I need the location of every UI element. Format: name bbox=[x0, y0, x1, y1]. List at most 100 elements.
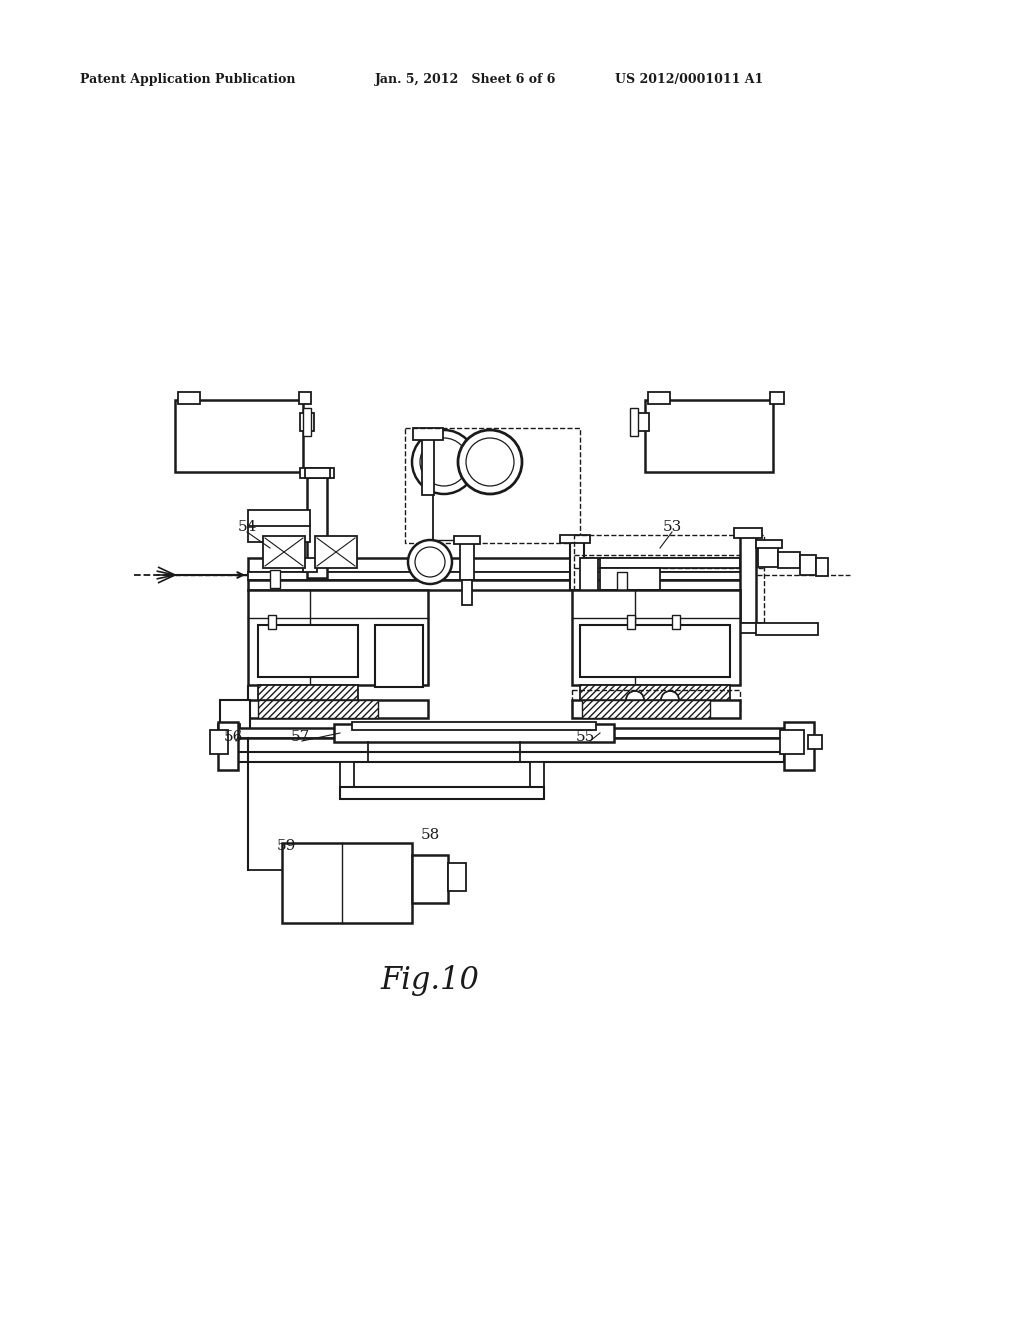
Bar bbox=[178, 392, 200, 404]
Bar bbox=[816, 558, 828, 576]
Bar bbox=[307, 473, 327, 578]
Bar bbox=[406, 428, 580, 543]
Bar bbox=[580, 624, 730, 677]
Bar bbox=[352, 722, 596, 730]
Circle shape bbox=[650, 609, 670, 628]
Bar bbox=[303, 408, 311, 436]
Bar bbox=[218, 723, 240, 734]
Bar bbox=[300, 469, 334, 478]
Bar bbox=[248, 510, 310, 525]
Bar bbox=[340, 762, 354, 787]
Bar bbox=[630, 408, 638, 436]
Bar bbox=[248, 572, 750, 579]
Bar bbox=[258, 685, 358, 701]
Bar bbox=[572, 690, 740, 711]
Bar bbox=[268, 615, 276, 630]
Bar bbox=[734, 623, 762, 634]
Bar bbox=[422, 430, 434, 495]
Bar bbox=[770, 392, 784, 404]
Bar bbox=[600, 558, 740, 568]
Bar bbox=[210, 730, 228, 754]
Text: 58: 58 bbox=[421, 828, 439, 842]
Bar bbox=[574, 535, 764, 623]
Bar bbox=[808, 735, 822, 748]
Bar bbox=[580, 558, 598, 623]
Bar bbox=[740, 535, 756, 623]
Text: Fig.10: Fig.10 bbox=[381, 965, 479, 995]
Circle shape bbox=[656, 591, 668, 603]
Circle shape bbox=[415, 546, 445, 577]
Text: 53: 53 bbox=[663, 520, 682, 535]
Bar bbox=[454, 536, 480, 544]
Bar bbox=[413, 428, 443, 440]
Bar bbox=[236, 729, 784, 738]
Bar bbox=[570, 540, 584, 590]
Bar bbox=[635, 413, 649, 432]
Circle shape bbox=[615, 609, 635, 628]
Bar bbox=[756, 623, 818, 635]
Bar bbox=[800, 554, 816, 576]
Bar bbox=[248, 700, 428, 718]
Bar bbox=[449, 863, 466, 891]
Circle shape bbox=[626, 690, 644, 709]
Circle shape bbox=[420, 438, 468, 486]
Bar bbox=[778, 552, 800, 568]
Bar bbox=[175, 400, 303, 473]
Bar bbox=[600, 568, 660, 590]
Bar bbox=[462, 579, 472, 605]
Bar bbox=[600, 590, 680, 602]
Circle shape bbox=[458, 430, 522, 494]
Circle shape bbox=[466, 438, 514, 486]
Bar bbox=[756, 540, 782, 548]
Text: 59: 59 bbox=[276, 840, 296, 853]
Bar bbox=[236, 738, 784, 752]
Bar bbox=[375, 624, 423, 686]
Bar bbox=[270, 570, 280, 587]
Circle shape bbox=[618, 591, 631, 603]
Bar bbox=[220, 700, 250, 730]
Bar bbox=[580, 685, 730, 701]
Text: 56: 56 bbox=[223, 730, 243, 744]
Text: US 2012/0001011 A1: US 2012/0001011 A1 bbox=[615, 74, 763, 87]
Bar bbox=[248, 558, 750, 572]
Bar bbox=[305, 469, 330, 478]
Circle shape bbox=[408, 540, 452, 583]
Bar bbox=[645, 400, 773, 473]
Bar bbox=[627, 615, 635, 630]
Bar bbox=[560, 535, 590, 543]
Bar bbox=[300, 413, 314, 432]
Bar bbox=[258, 700, 378, 718]
Bar bbox=[315, 536, 357, 568]
Bar bbox=[530, 762, 544, 787]
Bar bbox=[248, 524, 310, 543]
Bar bbox=[303, 558, 317, 572]
Bar bbox=[572, 590, 740, 685]
Bar bbox=[780, 730, 804, 754]
Circle shape bbox=[412, 430, 476, 494]
Bar bbox=[582, 700, 710, 718]
Bar bbox=[734, 528, 762, 539]
Bar bbox=[340, 787, 544, 799]
Circle shape bbox=[662, 690, 679, 709]
Text: Jan. 5, 2012   Sheet 6 of 6: Jan. 5, 2012 Sheet 6 of 6 bbox=[375, 74, 556, 87]
Bar bbox=[258, 624, 358, 677]
Bar bbox=[248, 579, 750, 590]
Bar bbox=[282, 843, 412, 923]
Bar bbox=[412, 855, 449, 903]
Bar bbox=[758, 545, 778, 568]
Text: 57: 57 bbox=[291, 730, 309, 744]
Bar bbox=[672, 615, 680, 630]
Bar bbox=[248, 590, 428, 685]
Bar bbox=[784, 722, 814, 770]
Bar bbox=[334, 723, 614, 742]
Text: 54: 54 bbox=[238, 520, 257, 535]
Text: 55: 55 bbox=[575, 730, 595, 744]
Text: Patent Application Publication: Patent Application Publication bbox=[80, 74, 296, 87]
Bar bbox=[460, 540, 474, 579]
Bar bbox=[218, 722, 238, 770]
Bar bbox=[263, 536, 305, 568]
Bar bbox=[299, 392, 311, 404]
Bar bbox=[572, 700, 740, 718]
Bar bbox=[236, 752, 784, 762]
Bar bbox=[617, 572, 627, 591]
